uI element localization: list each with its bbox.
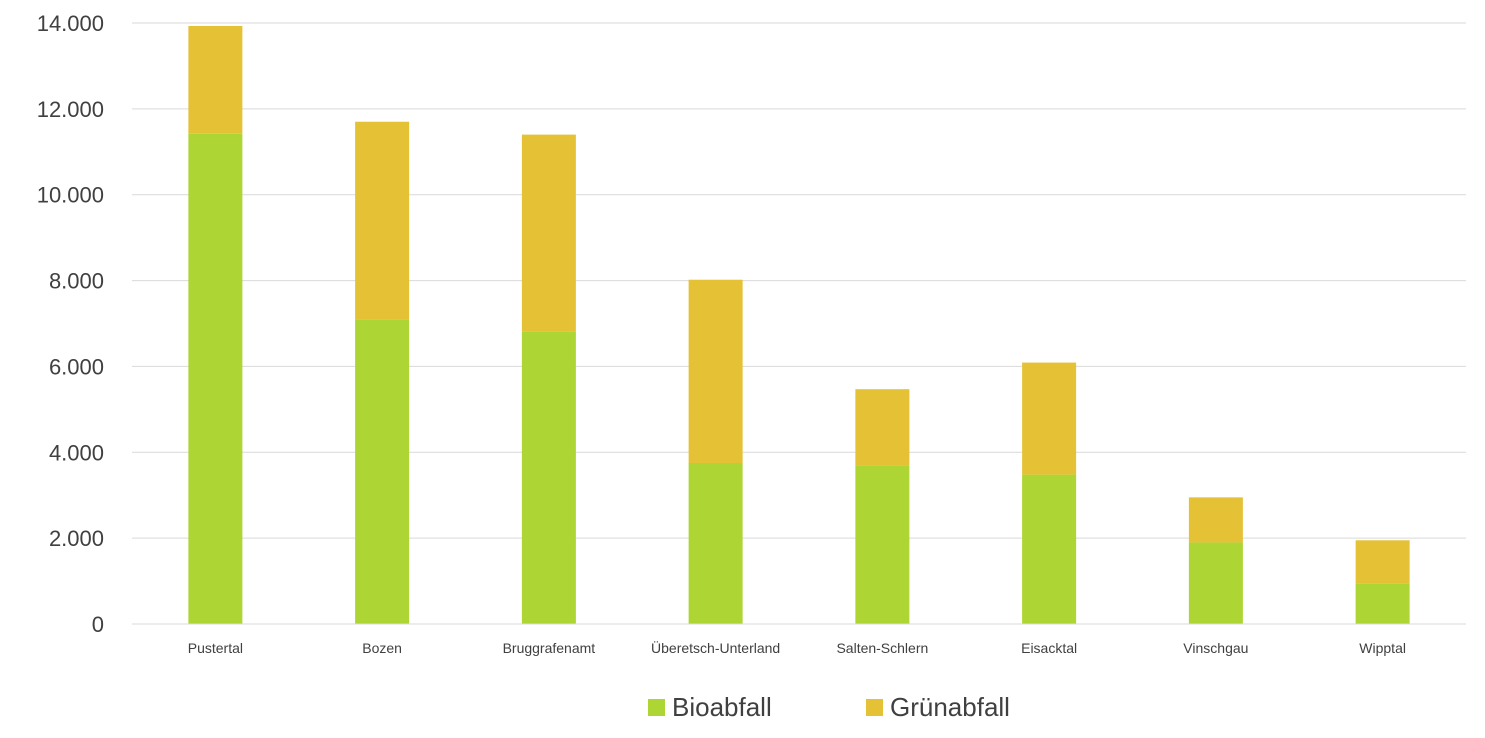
bar-bioabfall: [855, 465, 910, 624]
bar-bioabfall: [1188, 542, 1243, 624]
bar-bioabfall: [1022, 474, 1077, 624]
y-tick-label: 14.000: [37, 11, 104, 36]
bar-gr-nabfall: [1022, 362, 1077, 475]
y-tick-label: 12.000: [37, 97, 104, 122]
x-tick-label: Bruggrafenamt: [503, 640, 596, 656]
bar-gr-nabfall: [355, 121, 410, 320]
x-tick-label: Salten-Schlern: [836, 640, 928, 656]
gridlines: [132, 22, 1466, 539]
bar-bioabfall: [188, 133, 243, 624]
x-tick-label: Überetsch-Unterland: [651, 639, 780, 656]
x-tick-label: Eisacktal: [1021, 640, 1077, 656]
y-tick-label: 6.000: [49, 354, 104, 379]
bar-bioabfall: [1355, 583, 1410, 624]
legend-swatch: [648, 699, 665, 716]
x-tick-label: Vinschgau: [1183, 640, 1248, 656]
legend: Bioabfall Grünabfall: [648, 692, 1010, 722]
x-tick-label: Pustertal: [188, 640, 243, 656]
y-tick-label: 8.000: [49, 269, 104, 294]
bar-gr-nabfall: [1188, 497, 1243, 543]
y-axis-tick-labels: 0 2.000 4.000 6.000 8.000 10.000 12.000 14.000: [37, 11, 104, 637]
bar-gr-nabfall: [688, 279, 743, 464]
bars: [188, 26, 1410, 624]
y-tick-label: 2.000: [49, 526, 104, 551]
x-tick-label: Bozen: [362, 640, 402, 656]
bar-bioabfall: [688, 463, 743, 624]
bar-gr-nabfall: [1355, 540, 1410, 584]
x-tick-label: Wipptal: [1359, 640, 1406, 656]
bar-gr-nabfall: [521, 134, 576, 332]
bar-bioabfall: [355, 319, 410, 624]
bar-gr-nabfall: [188, 26, 243, 134]
y-tick-label: 10.000: [37, 183, 104, 208]
y-tick-label: 0: [92, 612, 104, 637]
legend-swatch: [866, 699, 883, 716]
y-tick-label: 4.000: [49, 440, 104, 465]
legend-label: Bioabfall: [672, 692, 772, 722]
bar-bioabfall: [521, 331, 576, 624]
bar-gr-nabfall: [855, 389, 910, 466]
legend-label: Grünabfall: [890, 692, 1010, 722]
x-axis-tick-labels: Pustertal Bozen Bruggrafenamt Überetsch-Unt…: [188, 639, 1406, 656]
